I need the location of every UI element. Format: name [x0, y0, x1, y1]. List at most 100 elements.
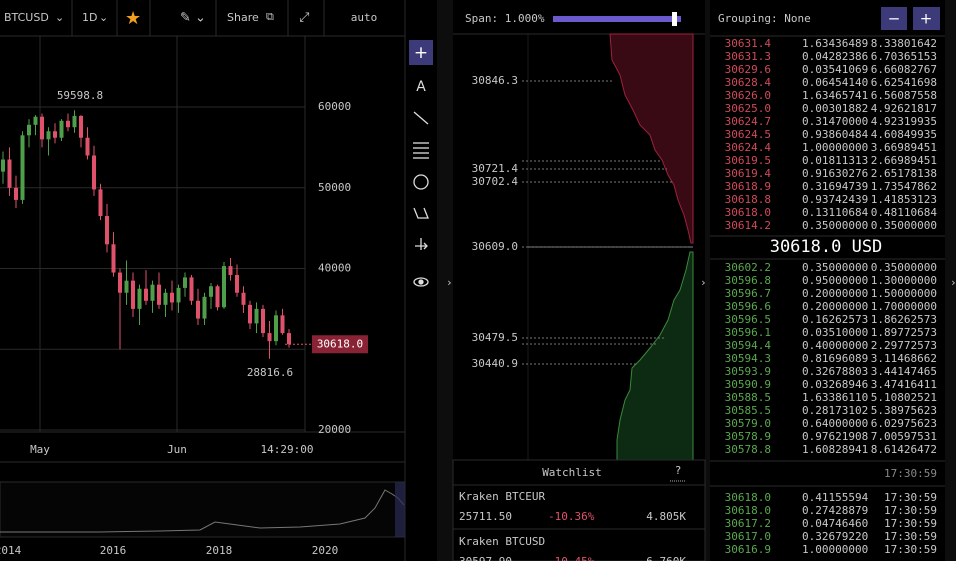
- fullscreen-button[interactable]: ⤢: [299, 11, 309, 26]
- share-button[interactable]: Share: [227, 11, 259, 24]
- span-slider[interactable]: [553, 16, 681, 22]
- scale-button[interactable]: auto: [351, 11, 378, 24]
- ask-size: 0.91630276: [802, 167, 868, 180]
- collapse-arrow[interactable]: ›: [950, 276, 956, 289]
- bid-price: 30585.5: [725, 404, 771, 417]
- high-annotation: 59598.8: [57, 89, 103, 102]
- ask-total: 1.41853123: [871, 193, 937, 206]
- candle-body: [248, 304, 252, 324]
- bid-price: 30596.7: [725, 287, 771, 300]
- bid-size: 0.81696089: [802, 352, 868, 365]
- last-price-label: 30618.0: [317, 337, 363, 350]
- watchlist: [452, 459, 706, 561]
- favorite-star[interactable]: ★: [125, 8, 141, 29]
- ask-price: 30629.6: [725, 63, 771, 76]
- ask-total: 6.62541698: [871, 76, 937, 89]
- ask-total: 2.65178138: [871, 167, 937, 180]
- bid-size: 0.20000000: [802, 300, 868, 313]
- ask-price: 30631.3: [725, 50, 771, 63]
- add-tool[interactable]: [409, 40, 433, 65]
- splitter[interactable]: [705, 0, 710, 561]
- bid-size: 0.20000000: [802, 287, 868, 300]
- candle-body: [267, 333, 272, 342]
- candle-body: [79, 115, 83, 138]
- watchlist-rows: Kraken BTCEUR 25711.50 -10.36% 4.805K Kraken…: [459, 490, 686, 561]
- trade-size: 0.41155594: [802, 491, 869, 504]
- candle-body: [53, 131, 57, 138]
- bid-price: 30602.2: [725, 261, 771, 274]
- watch-price: 25711.50: [459, 510, 512, 523]
- candle-body: [40, 116, 44, 140]
- span-label: Span: 1.000%: [465, 12, 545, 25]
- trade-price: 30618.0: [725, 491, 771, 504]
- candle-body: [7, 159, 12, 188]
- candle-body: [176, 287, 181, 303]
- splitter[interactable]: [945, 0, 956, 561]
- candle-body: [202, 296, 207, 319]
- bid-price: 30590.9: [725, 378, 771, 391]
- span-knob[interactable]: [672, 12, 677, 26]
- bid-size: 0.03510000: [802, 326, 868, 339]
- ask-total: 3.66989451: [871, 141, 937, 154]
- last-price-tag: [312, 335, 368, 354]
- candle-body: [215, 286, 220, 308]
- trade-total: 17:30:59: [884, 530, 937, 543]
- bid-size: 0.03268946: [802, 378, 868, 391]
- bid-price: 30594.4: [725, 339, 772, 352]
- bid-price: 30593.9: [725, 365, 771, 378]
- candle-body: [85, 137, 90, 156]
- candle-body: [183, 277, 187, 288]
- candle-body: [59, 120, 64, 138]
- watch-symbol[interactable]: Kraken BTCEUR: [459, 490, 545, 503]
- group-minus[interactable]: [881, 7, 907, 30]
- ask-size: 1.00000000: [802, 141, 868, 154]
- candle-body: [27, 124, 31, 136]
- bid-size: 0.16262573: [802, 313, 868, 326]
- bid-price: 30578.9: [725, 430, 771, 443]
- ask-price: 30624.4: [725, 141, 772, 154]
- bid-total: 5.10802521: [871, 391, 937, 404]
- order-book-rows: 30631.4 1.63436489 8.33801642 30631.3 0.0428…: [725, 37, 938, 556]
- bid-total: 6.02975623: [871, 417, 937, 430]
- group-plus[interactable]: [913, 7, 940, 30]
- draw-button[interactable]: ✎ ⌄: [180, 11, 206, 26]
- bid-size: 0.32678803: [802, 365, 868, 378]
- bid-total: 3.47416411: [871, 378, 937, 391]
- depth-price-label: 30479.5: [472, 331, 518, 344]
- watch-symbol[interactable]: Kraken BTCUSD: [459, 535, 545, 548]
- navigator-window[interactable]: [395, 482, 405, 537]
- candle-body: [131, 280, 135, 309]
- symbol-select[interactable]: BTCUSD: [4, 11, 49, 24]
- ask-price: 30628.4: [725, 76, 772, 89]
- candle-body: [33, 116, 38, 125]
- collapse-arrow[interactable]: ›: [446, 276, 453, 289]
- plus-icon: +: [920, 10, 933, 28]
- bid-price: 30596.8: [725, 274, 771, 287]
- splitter[interactable]: [437, 0, 453, 561]
- bid-total: 8.61426472: [871, 443, 937, 456]
- help-button[interactable]: ?: [675, 464, 682, 477]
- trade-size: 1.00000000: [802, 543, 868, 556]
- ask-price: 30618.9: [725, 180, 771, 193]
- candle-body: [280, 315, 285, 334]
- y-tick-label: 60000: [318, 100, 351, 113]
- collapse-arrow[interactable]: ›: [700, 276, 707, 289]
- ask-size: 0.13110684: [802, 206, 869, 219]
- ask-price: 30624.5: [725, 128, 771, 141]
- x-tick-label: May: [30, 443, 50, 456]
- candle-body: [189, 277, 194, 301]
- bid-size: 0.97621908: [802, 430, 868, 443]
- svg-text:A: A: [416, 79, 426, 95]
- drawing-tools[interactable]: A: [413, 79, 429, 287]
- bid-price: 30596.6: [725, 300, 771, 313]
- candle-body: [157, 284, 161, 305]
- candle-body: [196, 300, 200, 319]
- trade-total: 17:30:59: [884, 543, 937, 556]
- candle-body: [137, 288, 142, 309]
- mid-price: 30618.0 USD: [770, 237, 883, 257]
- x-tick-label: 14:29:00: [261, 443, 314, 456]
- interval-select[interactable]: 1D: [82, 11, 97, 24]
- candle-body: [163, 292, 168, 305]
- x-tick-label: Jun: [167, 443, 187, 456]
